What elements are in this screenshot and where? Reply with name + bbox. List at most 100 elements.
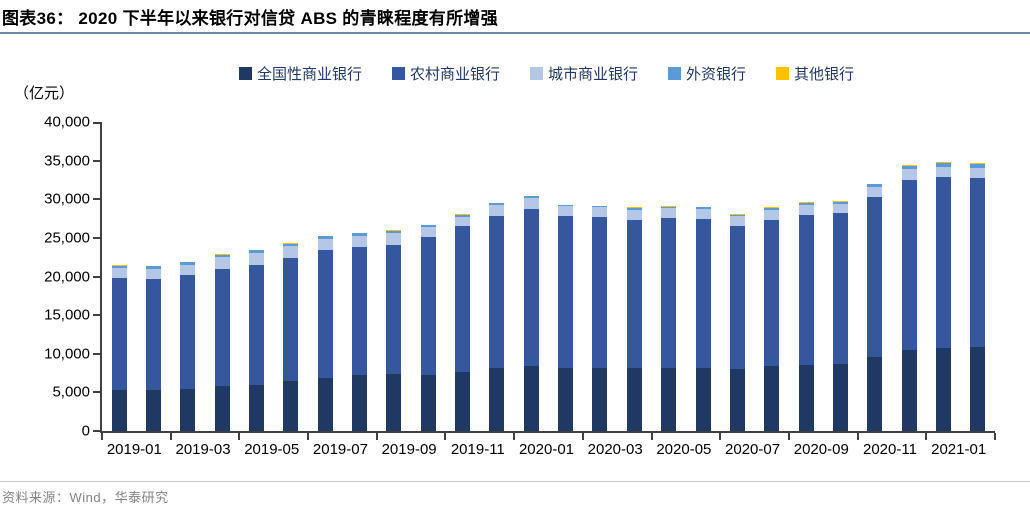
bar-2020-10 bbox=[823, 122, 857, 431]
bar-segment-农村商业银行 bbox=[523, 208, 539, 367]
bar-segment-全国性商业银行 bbox=[661, 368, 677, 431]
bar-segment-全国性商业银行 bbox=[111, 390, 127, 431]
x-axis-tick-label: 2019-07 bbox=[312, 441, 368, 458]
bar-segment-农村商业银行 bbox=[901, 180, 917, 351]
bar-2021-02 bbox=[961, 122, 995, 431]
bar-2020-01 bbox=[514, 122, 548, 431]
footer-divider bbox=[0, 481, 1030, 482]
bar-segment-外资银行 bbox=[661, 206, 677, 209]
bar-2020-04 bbox=[617, 122, 651, 431]
bar-segment-外资银行 bbox=[455, 214, 471, 217]
stacked-bar bbox=[661, 206, 677, 431]
bar-2019-08 bbox=[342, 122, 376, 431]
stacked-bar bbox=[523, 196, 539, 431]
bar-segment-全国性商业银行 bbox=[455, 371, 471, 431]
legend-swatch-icon bbox=[391, 67, 405, 80]
stacked-bar bbox=[798, 202, 814, 431]
x-axis-tick bbox=[856, 433, 859, 440]
bar-segment-城市商业银行 bbox=[146, 268, 162, 279]
y-axis-labels: 0 5,000 10,000 15,000 20,000 25,000 30,000 35,0… bbox=[0, 114, 90, 440]
bar-2019-05 bbox=[239, 122, 273, 431]
bar-segment-全国性商业银行 bbox=[386, 373, 402, 431]
x-axis-tick-label: 2020-03 bbox=[587, 441, 643, 458]
legend-item-农村商业银行: 农村商业银行 bbox=[391, 63, 500, 84]
bar-segment-城市商业银行 bbox=[832, 204, 848, 214]
x-axis-tick-label: 2020-01 bbox=[518, 441, 575, 458]
bar-segment-其他银行 bbox=[832, 201, 848, 203]
bar-segment-外资银行 bbox=[489, 203, 505, 206]
legend-swatch-icon bbox=[668, 67, 681, 80]
bar-segment-农村商业银行 bbox=[386, 244, 402, 374]
legend-item-其他银行: 其他银行 bbox=[776, 63, 854, 84]
bar-segment-全国性商业银行 bbox=[214, 386, 230, 431]
x-axis-tick-label: 2019-05 bbox=[244, 441, 300, 458]
bar-segment-全国性商业银行 bbox=[729, 369, 745, 431]
bar-segment-外资银行 bbox=[523, 196, 539, 199]
stacked-bar bbox=[592, 205, 608, 431]
bar-segment-外资银行 bbox=[764, 207, 780, 210]
bar-segment-外资银行 bbox=[901, 165, 917, 169]
stacked-bar bbox=[558, 204, 574, 431]
bar-segment-外资银行 bbox=[626, 207, 642, 210]
bar-segment-城市商业银行 bbox=[558, 206, 574, 217]
bar-segment-城市商业银行 bbox=[695, 209, 711, 219]
bar-segment-农村商业银行 bbox=[214, 269, 230, 387]
bar-segment-城市商业银行 bbox=[764, 209, 780, 220]
bar-segment-城市商业银行 bbox=[111, 267, 127, 279]
bar-segment-全国性商业银行 bbox=[695, 367, 711, 431]
bar-2019-04 bbox=[205, 122, 239, 431]
bar-2020-02 bbox=[548, 122, 582, 431]
bar-segment-农村商业银行 bbox=[592, 217, 608, 369]
y-axis-tick bbox=[93, 236, 100, 239]
legend-item-全国性商业银行: 全国性商业银行 bbox=[238, 63, 362, 84]
bar-2019-03 bbox=[171, 122, 205, 431]
bar-segment-外资银行 bbox=[249, 250, 265, 253]
stacked-bar bbox=[764, 207, 780, 431]
legend-label: 外资银行 bbox=[686, 66, 747, 83]
bar-segment-全国性商业银行 bbox=[901, 350, 917, 431]
bar-segment-城市商业银行 bbox=[626, 209, 642, 220]
bar-segment-农村商业银行 bbox=[455, 226, 471, 372]
source-note: 资料来源：Wind，华泰研究 bbox=[2, 490, 169, 505]
bar-segment-外资银行 bbox=[867, 184, 883, 187]
bar-segment-外资银行 bbox=[352, 233, 368, 236]
bar-segment-全国性商业银行 bbox=[798, 364, 814, 431]
y-axis-tick bbox=[93, 122, 100, 124]
bar-segment-农村商业银行 bbox=[180, 275, 196, 389]
stacked-bar bbox=[352, 232, 368, 431]
x-axis-tick bbox=[169, 433, 172, 440]
x-axis-tick-label: 2020-09 bbox=[793, 441, 849, 458]
bar-segment-外资银行 bbox=[283, 243, 299, 247]
bar-segment-全国性商业银行 bbox=[420, 374, 436, 431]
bar-2019-02 bbox=[136, 122, 170, 431]
y-axis-tick bbox=[93, 275, 100, 278]
legend-swatch-icon bbox=[238, 67, 252, 80]
bar-segment-外资银行 bbox=[214, 254, 230, 257]
bar-segment-外资银行 bbox=[180, 262, 196, 265]
bar-segment-外资银行 bbox=[420, 224, 436, 228]
x-axis-tick-label: 2019-09 bbox=[381, 441, 437, 458]
x-axis-tick bbox=[719, 433, 722, 440]
x-axis-tick bbox=[787, 433, 790, 440]
stacked-bar bbox=[832, 201, 848, 431]
stacked-bar bbox=[249, 250, 265, 431]
x-axis-tick bbox=[650, 433, 653, 440]
stacked-bar bbox=[867, 183, 883, 431]
bar-segment-城市商业银行 bbox=[455, 216, 471, 227]
x-axis-tick bbox=[994, 433, 996, 440]
x-axis-tick-label: 2019-01 bbox=[106, 441, 162, 458]
bar-segment-外资银行 bbox=[970, 163, 986, 168]
bar-segment-农村商业银行 bbox=[798, 215, 814, 365]
bar-segment-农村商业银行 bbox=[352, 247, 368, 375]
stacked-bar bbox=[626, 207, 642, 431]
bar-2019-12 bbox=[480, 122, 514, 431]
stacked-bar bbox=[317, 235, 333, 431]
bar-segment-农村商业银行 bbox=[695, 218, 711, 368]
bar-segment-城市商业银行 bbox=[317, 238, 333, 250]
bar-segment-城市商业银行 bbox=[901, 168, 917, 181]
y-axis-tick-label: 40,000 bbox=[44, 113, 90, 131]
bar-segment-城市商业银行 bbox=[935, 166, 951, 177]
bar-segment-外资银行 bbox=[386, 230, 402, 234]
bar-segment-农村商业银行 bbox=[146, 278, 162, 391]
